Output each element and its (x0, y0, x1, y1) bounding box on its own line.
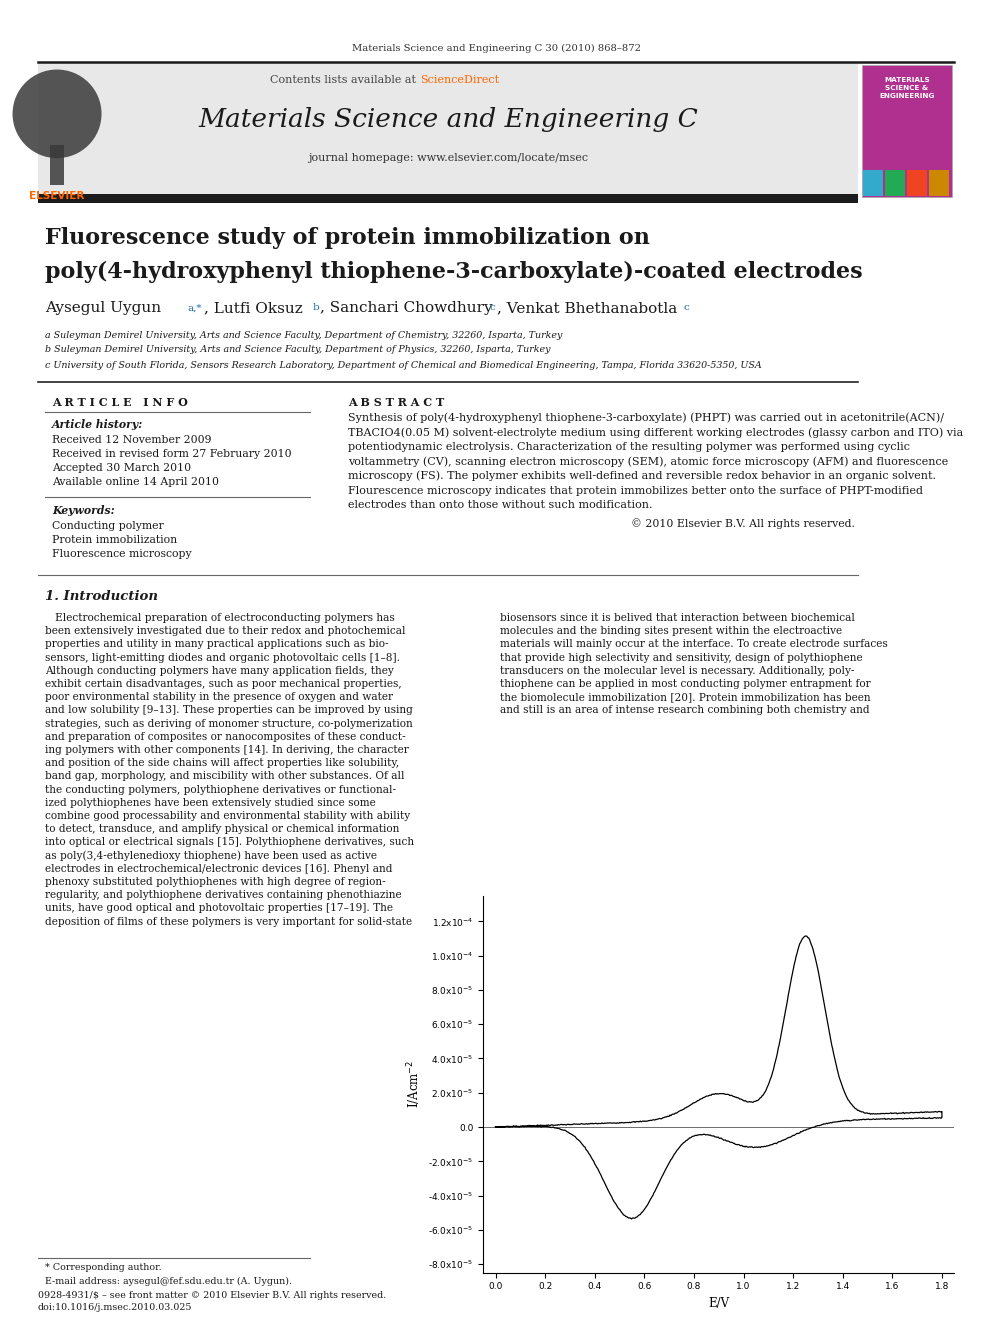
Text: the conducting polymers, polythiophene derivatives or functional-: the conducting polymers, polythiophene d… (45, 785, 396, 795)
Text: a Suleyman Demirel University, Arts and Science Faculty, Department of Chemistry: a Suleyman Demirel University, Arts and … (45, 331, 562, 340)
Text: and still is an area of intense research combining both chemistry and: and still is an area of intense research… (500, 705, 870, 716)
Text: and position of the side chains will affect properties like solubility,: and position of the side chains will aff… (45, 758, 399, 769)
Text: Materials Science and Engineering C 30 (2010) 868–872: Materials Science and Engineering C 30 (… (351, 44, 641, 53)
Text: Keywords:: Keywords: (52, 505, 115, 516)
Text: ized polythiophenes have been extensively studied since some: ized polythiophenes have been extensivel… (45, 798, 376, 808)
Text: Received in revised form 27 February 2010: Received in revised form 27 February 201… (52, 448, 292, 459)
Bar (863, 169, 883, 196)
Text: materials will mainly occur at the interface. To create electrode surfaces: materials will mainly occur at the inter… (500, 639, 888, 650)
Text: TBACIO4(0.05 M) solvent-electrolyte medium using different working electrodes (g: TBACIO4(0.05 M) solvent-electrolyte medi… (348, 427, 963, 438)
Text: Contents lists available at: Contents lists available at (271, 75, 420, 85)
Text: Synthesis of poly(4-hydroxyphenyl thiophene-3-carboxylate) (PHPT) was carried ou: Synthesis of poly(4-hydroxyphenyl thioph… (348, 413, 944, 423)
Text: Available online 14 April 2010: Available online 14 April 2010 (52, 478, 219, 487)
Text: phenoxy substituted polythiophenes with high degree of region-: phenoxy substituted polythiophenes with … (45, 877, 386, 886)
Bar (885, 169, 905, 196)
Text: A R T I C L E   I N F O: A R T I C L E I N F O (52, 397, 187, 409)
Text: regularity, and polythiophene derivatives containing phenothiazine: regularity, and polythiophene derivative… (45, 890, 402, 900)
Text: to detect, transduce, and amplify physical or chemical information: to detect, transduce, and amplify physic… (45, 824, 400, 835)
Text: Conducting polymer: Conducting polymer (52, 521, 164, 531)
X-axis label: E/V: E/V (708, 1297, 729, 1310)
Text: , Lutfi Oksuz: , Lutfi Oksuz (204, 302, 303, 315)
Text: 0.05 M TBACIO4/ACN.: 0.05 M TBACIO4/ACN. (500, 1241, 616, 1249)
Text: MATERIALS
SCIENCE &
ENGINEERING: MATERIALS SCIENCE & ENGINEERING (879, 77, 934, 99)
Text: that provide high selectivity and sensitivity, design of polythiophene: that provide high selectivity and sensit… (500, 652, 863, 663)
Text: ELSEVIER: ELSEVIER (30, 191, 84, 201)
Text: band gap, morphology, and miscibility with other substances. Of all: band gap, morphology, and miscibility wi… (45, 771, 405, 782)
Text: exhibit certain disadvantages, such as poor mechanical properties,: exhibit certain disadvantages, such as p… (45, 679, 402, 689)
Bar (907, 169, 927, 196)
Text: voltammetry (CV), scanning electron microscopy (SEM), atomic force microscopy (A: voltammetry (CV), scanning electron micr… (348, 456, 948, 467)
Text: transducers on the molecular level is necessary. Additionally, poly-: transducers on the molecular level is ne… (500, 665, 854, 676)
Text: Fluorescence study of protein immobilization on: Fluorescence study of protein immobiliza… (45, 228, 650, 249)
Text: Received 12 November 2009: Received 12 November 2009 (52, 435, 211, 445)
Text: Fig. 1. Cyclic voltammogram of HPT on a glassy carbon disk electrode at 100 mV/s: Fig. 1. Cyclic voltammogram of HPT on a … (500, 1228, 933, 1237)
Text: biosensors since it is belived that interaction between biochemical: biosensors since it is belived that inte… (500, 613, 855, 623)
Text: c University of South Florida, Sensors Research Laboratory, Department of Chemic: c University of South Florida, Sensors R… (45, 360, 762, 369)
Bar (929, 169, 949, 196)
Text: Accepted 30 March 2010: Accepted 30 March 2010 (52, 463, 191, 474)
Text: Although conducting polymers have many application fields, they: Although conducting polymers have many a… (45, 665, 394, 676)
Text: Flourescence microscopy indicates that protein immobilizes better onto the surfa: Flourescence microscopy indicates that p… (348, 486, 923, 496)
Text: potentiodynamic electrolysis. Characterization of the resulting polymer was perf: potentiodynamic electrolysis. Characteri… (348, 442, 910, 452)
Text: Aysegul Uygun: Aysegul Uygun (45, 302, 161, 315)
Text: b Suleyman Demirel University, Arts and Science Faculty, Department of Physics, : b Suleyman Demirel University, Arts and … (45, 345, 551, 355)
Text: * Corresponding author.: * Corresponding author. (45, 1263, 162, 1273)
Text: doi:10.1016/j.msec.2010.03.025: doi:10.1016/j.msec.2010.03.025 (38, 1303, 192, 1312)
Text: the biomolecule immobilization [20]. Protein immobilization has been: the biomolecule immobilization [20]. Pro… (500, 692, 871, 703)
Text: 1. Introduction: 1. Introduction (45, 590, 158, 603)
Text: b: b (313, 303, 319, 312)
Text: a,*: a,* (188, 303, 202, 312)
Text: thiophene can be applied in most conducting polymer entrapment for: thiophene can be applied in most conduct… (500, 679, 871, 689)
Text: Article history:: Article history: (52, 419, 143, 430)
Text: and preparation of composites or nanocomposites of these conduct-: and preparation of composites or nanocom… (45, 732, 406, 742)
Bar (862, 65, 952, 197)
Text: , Sanchari Chowdhury: , Sanchari Chowdhury (320, 302, 493, 315)
Text: sensors, light-emitting diodes and organic photovoltaic cells [1–8].: sensors, light-emitting diodes and organ… (45, 652, 400, 663)
Bar (51, 146, 63, 185)
Bar (38, 194, 858, 202)
Text: poor environmental stability in the presence of oxygen and water: poor environmental stability in the pres… (45, 692, 393, 703)
Text: units, have good optical and photovoltaic properties [17–19]. The: units, have good optical and photovoltai… (45, 904, 393, 913)
Text: combine good processability and environmental stability with ability: combine good processability and environm… (45, 811, 410, 822)
Text: , Venkat Bhethanabotla: , Venkat Bhethanabotla (497, 302, 678, 315)
Text: properties and utility in many practical applications such as bio-: properties and utility in many practical… (45, 639, 389, 650)
Text: Electrochemical preparation of electroconducting polymers has: Electrochemical preparation of electroco… (45, 613, 395, 623)
Text: poly(4-hydroxyphenyl thiophene-3-carboxylate)-coated electrodes: poly(4-hydroxyphenyl thiophene-3-carboxy… (45, 261, 863, 283)
Text: electrodes than onto those without such modification.: electrodes than onto those without such … (348, 500, 653, 509)
Text: as poly(3,4-ethylenedioxy thiophene) have been used as active: as poly(3,4-ethylenedioxy thiophene) hav… (45, 851, 377, 861)
Text: strategies, such as deriving of monomer structure, co-polymerization: strategies, such as deriving of monomer … (45, 718, 413, 729)
Text: into optical or electrical signals [15]. Polythiophene derivatives, such: into optical or electrical signals [15].… (45, 837, 414, 848)
Text: c: c (683, 303, 688, 312)
Text: microscopy (FS). The polymer exhibits well-defined and reversible redox behavior: microscopy (FS). The polymer exhibits we… (348, 471, 936, 482)
Text: deposition of films of these polymers is very important for solid-state: deposition of films of these polymers is… (45, 917, 412, 926)
Text: ing polymers with other components [14]. In deriving, the character: ing polymers with other components [14].… (45, 745, 409, 755)
Ellipse shape (13, 70, 101, 159)
Text: Materials Science and Engineering C: Materials Science and Engineering C (198, 107, 698, 132)
Text: A B S T R A C T: A B S T R A C T (348, 397, 444, 409)
Text: been extensively investigated due to their redox and photochemical: been extensively investigated due to the… (45, 626, 406, 636)
Text: E-mail address: aysegul@fef.sdu.edu.tr (A. Uygun).: E-mail address: aysegul@fef.sdu.edu.tr (… (45, 1277, 292, 1286)
Text: ScienceDirect: ScienceDirect (420, 75, 499, 85)
Text: journal homepage: www.elsevier.com/locate/msec: journal homepage: www.elsevier.com/locat… (308, 153, 588, 163)
Text: and low solubility [9–13]. These properties can be improved by using: and low solubility [9–13]. These propert… (45, 705, 413, 716)
Bar (38, 62, 858, 194)
Text: © 2010 Elsevier B.V. All rights reserved.: © 2010 Elsevier B.V. All rights reserved… (631, 519, 855, 529)
Text: electrodes in electrochemical/electronic devices [16]. Phenyl and: electrodes in electrochemical/electronic… (45, 864, 393, 873)
Y-axis label: I/Acm$^{-2}$: I/Acm$^{-2}$ (405, 1060, 423, 1109)
Text: Protein immobilization: Protein immobilization (52, 534, 178, 545)
Text: c: c (490, 303, 496, 312)
Text: 0928-4931/$ – see front matter © 2010 Elsevier B.V. All rights reserved.: 0928-4931/$ – see front matter © 2010 El… (38, 1290, 386, 1299)
Text: molecules and the binding sites present within the electroactive: molecules and the binding sites present … (500, 626, 842, 636)
Text: Fluorescence microscopy: Fluorescence microscopy (52, 549, 191, 560)
